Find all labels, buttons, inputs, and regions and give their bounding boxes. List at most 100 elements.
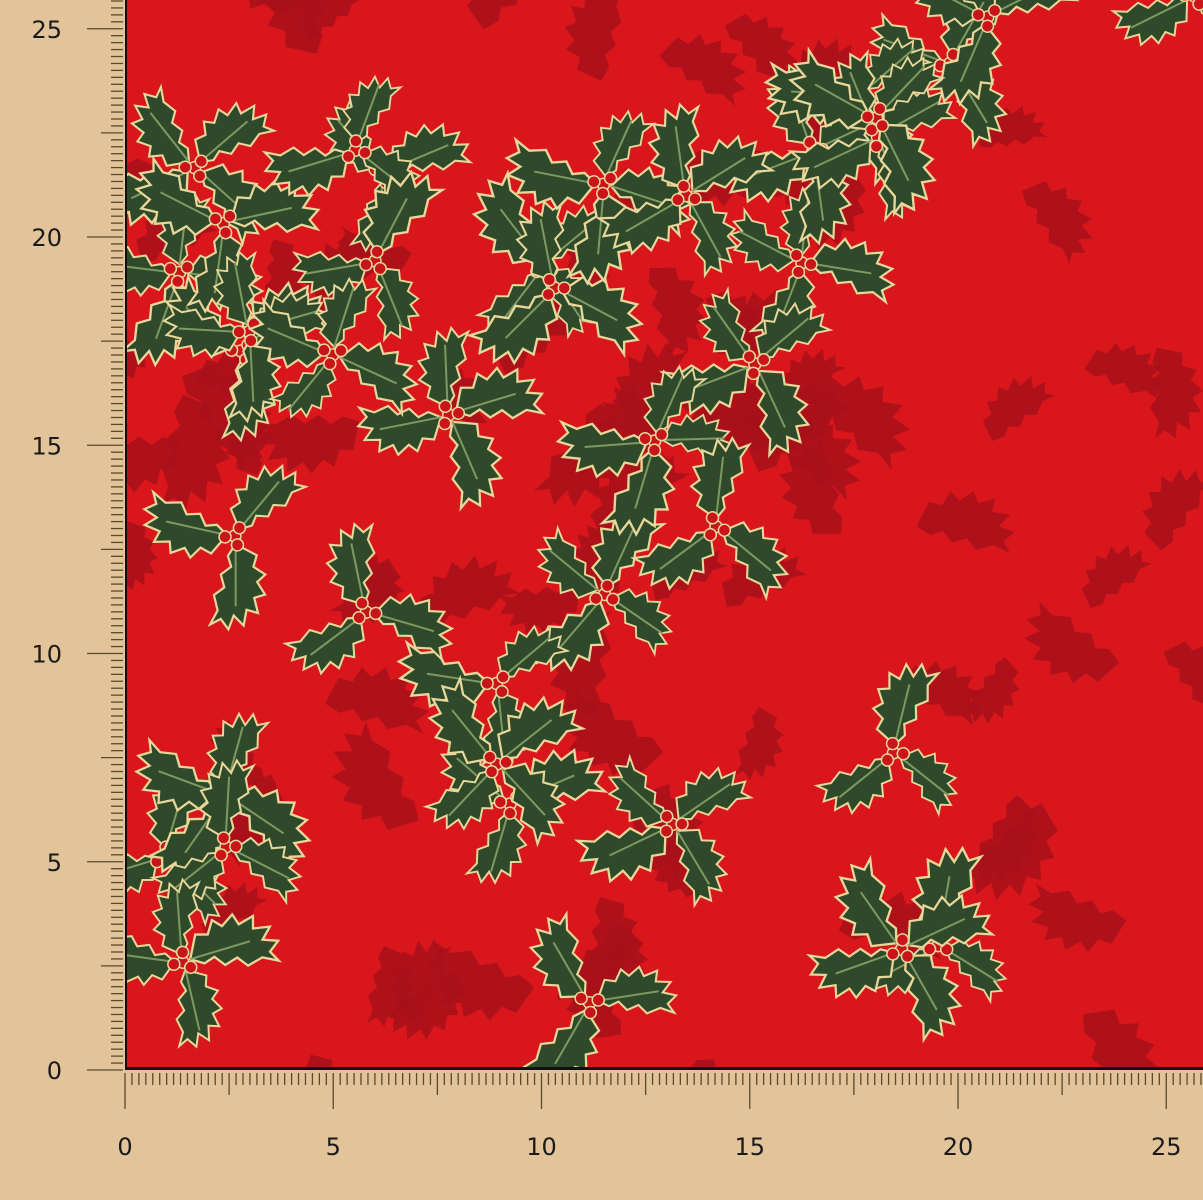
shadow-leaf bbox=[1142, 468, 1203, 551]
holly-berry bbox=[244, 333, 258, 348]
bottom-ruler-label: 0 bbox=[117, 1133, 132, 1161]
holly-berry bbox=[484, 765, 499, 779]
holly-berry bbox=[352, 610, 366, 625]
holly-sprig bbox=[573, 753, 755, 909]
shadow-leaf bbox=[127, 436, 179, 493]
holly-berry bbox=[742, 349, 757, 364]
shadow-leaf bbox=[424, 940, 535, 1021]
holly-berry bbox=[791, 265, 806, 279]
holly-berry bbox=[163, 261, 178, 276]
holly-berry bbox=[705, 511, 720, 525]
holly-berry bbox=[194, 154, 209, 169]
holly-berry bbox=[218, 225, 233, 240]
holly-sprig bbox=[910, 0, 1080, 107]
holly-berry bbox=[216, 831, 231, 845]
holly-berry bbox=[232, 521, 247, 535]
holly-berry bbox=[542, 272, 557, 287]
holly-sprig bbox=[422, 674, 587, 848]
bottom-ruler-label: 5 bbox=[326, 1133, 341, 1161]
holly-berry bbox=[175, 945, 190, 960]
bottom-ruler-label: 15 bbox=[734, 1133, 765, 1161]
shadow-leaf bbox=[1028, 883, 1127, 953]
shadow-leaf bbox=[734, 707, 784, 781]
holly-berry bbox=[638, 432, 652, 446]
holly-berry bbox=[688, 192, 702, 206]
fabric-swatch bbox=[125, 0, 1203, 1070]
holly-berry bbox=[971, 7, 985, 22]
holly-sprig bbox=[813, 661, 959, 818]
holly-berry bbox=[885, 736, 900, 751]
holly-berry bbox=[495, 685, 509, 699]
shadow-leaf bbox=[299, 0, 365, 41]
holly-berry bbox=[1187, 0, 1201, 3]
holly-berry bbox=[230, 538, 245, 552]
shadow-leaf bbox=[1150, 347, 1203, 439]
holly-berry bbox=[746, 366, 761, 381]
holly-berry bbox=[671, 192, 685, 207]
holly-sprig bbox=[629, 435, 790, 602]
holly-berry bbox=[334, 343, 348, 358]
holly-berry bbox=[600, 578, 615, 593]
shadow-leaf bbox=[564, 0, 624, 81]
holly-berry bbox=[373, 261, 387, 276]
holly-berry bbox=[596, 186, 610, 201]
holly-berry bbox=[675, 817, 689, 831]
holly-berry bbox=[208, 212, 223, 226]
holly-berry bbox=[703, 527, 718, 542]
holly-berry bbox=[864, 123, 879, 137]
holly-berry bbox=[359, 257, 373, 272]
holly-berry bbox=[886, 947, 900, 961]
holly-berry bbox=[438, 399, 453, 414]
shadow-leaf bbox=[331, 720, 419, 830]
holly-sprig bbox=[787, 46, 947, 218]
bottom-ruler-label: 25 bbox=[1151, 1133, 1182, 1161]
shadow-leaf bbox=[659, 34, 747, 107]
holly-berry bbox=[1192, 0, 1203, 11]
shadow-leaf bbox=[648, 267, 708, 358]
holly-berry bbox=[591, 993, 606, 1007]
holly-berry bbox=[659, 809, 674, 824]
holly-berry bbox=[541, 287, 556, 302]
left-ruler-label: 0 bbox=[47, 1057, 62, 1085]
holly-berry bbox=[717, 523, 732, 537]
holly-berry bbox=[193, 169, 207, 183]
holly-berry bbox=[804, 257, 818, 272]
holly-berry bbox=[358, 145, 372, 160]
shadow-leaf bbox=[127, 521, 158, 591]
holly-berry bbox=[880, 753, 895, 767]
holly-sprig bbox=[658, 286, 834, 459]
holly-sprig bbox=[595, 102, 776, 279]
holly-berry bbox=[496, 670, 510, 684]
shadow-leaf bbox=[1084, 343, 1165, 400]
holly-sprig bbox=[356, 325, 547, 512]
shadow-leaf bbox=[1021, 181, 1093, 265]
shadow-leaf bbox=[982, 375, 1056, 441]
holly-berry bbox=[499, 755, 513, 770]
holly-berry bbox=[1177, 0, 1192, 3]
holly-berry bbox=[587, 175, 601, 189]
shadow-leaf bbox=[256, 414, 359, 474]
holly-berry bbox=[370, 244, 384, 259]
left-ruler-label: 15 bbox=[31, 432, 62, 460]
holly-berry bbox=[178, 160, 192, 175]
holly-berry bbox=[647, 443, 662, 457]
holly-berry bbox=[676, 179, 691, 193]
holly-berry bbox=[503, 806, 517, 820]
holly-berry bbox=[180, 260, 195, 275]
shadow-leaf bbox=[420, 555, 521, 627]
holly-berry bbox=[214, 848, 228, 862]
shadow-leaf bbox=[466, 0, 556, 30]
bottom-ruler-label: 10 bbox=[526, 1133, 557, 1161]
holly-berry bbox=[589, 591, 603, 606]
shadow-leaf bbox=[1083, 1009, 1162, 1067]
holly-berry bbox=[583, 1005, 598, 1020]
holly-berry bbox=[980, 19, 995, 33]
left-ruler-label: 20 bbox=[31, 224, 62, 252]
shadow-leaf bbox=[779, 435, 843, 534]
holly-berry bbox=[860, 110, 875, 124]
shadow-leaf bbox=[1024, 600, 1120, 684]
shadow-leaf bbox=[1081, 544, 1153, 609]
holly-sprig bbox=[127, 877, 283, 1049]
holly-sprig bbox=[1109, 0, 1203, 68]
